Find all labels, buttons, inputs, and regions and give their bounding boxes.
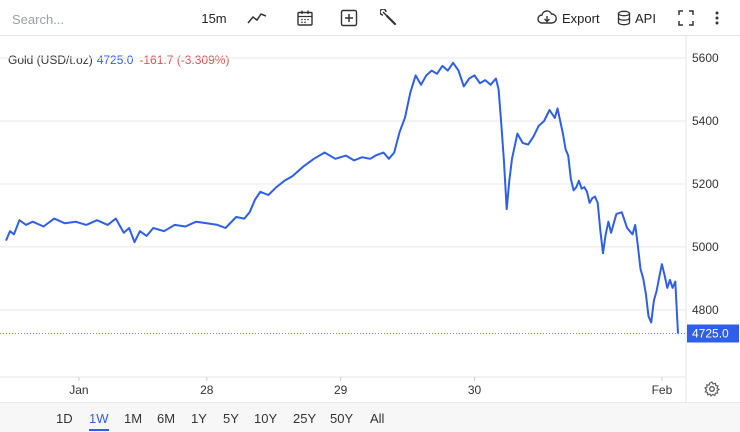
y-tick-label: 4800 [692, 303, 719, 317]
x-tick-label: 29 [334, 383, 348, 397]
last-price-tag [687, 324, 739, 343]
api-label: API [635, 10, 656, 26]
range-button-5y[interactable]: 5Y [223, 411, 239, 426]
price-change: -161.7 (-3.309%) [139, 53, 230, 67]
add-indicator-icon[interactable] [339, 8, 359, 28]
settings-gear-icon[interactable] [704, 381, 721, 397]
x-tick-label: Feb [652, 383, 673, 397]
line-chart-icon[interactable] [246, 8, 268, 28]
range-button-25y[interactable]: 25Y [293, 411, 317, 426]
range-button-1d[interactable]: 1D [56, 411, 73, 426]
wrench-icon[interactable] [379, 8, 399, 28]
api-button[interactable]: API [617, 8, 661, 28]
database-icon [617, 10, 631, 26]
x-tick-label: Jan [69, 383, 88, 397]
range-button-all[interactable]: All [370, 411, 385, 426]
search-input[interactable] [12, 10, 172, 28]
range-button-1w[interactable]: 1W [89, 411, 109, 431]
y-tick-label: 5000 [692, 240, 719, 254]
export-button[interactable]: Export [537, 8, 629, 28]
y-tick-label: 5200 [692, 177, 719, 191]
y-tick-label: 5400 [692, 114, 719, 128]
y-tick-label: 5600 [692, 51, 719, 65]
gold-price-line [5, 61, 679, 334]
x-tick-label: 28 [200, 383, 214, 397]
range-button-50y[interactable]: 50Y [330, 411, 354, 426]
fullscreen-icon[interactable] [676, 8, 696, 28]
interval-selector[interactable]: 15m [201, 10, 227, 26]
x-tick-label: 30 [468, 383, 482, 397]
last-price: 4725.0 [96, 53, 134, 67]
symbol-name: Gold (USD/t.oz) [8, 53, 93, 67]
range-button-1m[interactable]: 1M [124, 411, 143, 426]
range-selector: 1D 1W 1M 6M 1Y 5Y 10Y 25Y 50Y All [0, 402, 740, 432]
chart-legend: Gold (USD/t.oz) 4725.0 -161.7 (-3.309%) [8, 53, 229, 67]
range-button-1y[interactable]: 1Y [191, 411, 207, 426]
cloud-download-icon [537, 10, 557, 26]
calendar-icon[interactable] [295, 8, 315, 28]
range-button-6m[interactable]: 6M [157, 411, 176, 426]
last-price-tag-label: 4725.0 [692, 327, 729, 341]
more-vertical-icon[interactable] [710, 8, 724, 28]
price-chart[interactable]: 4800 5000 5200 5400 5600 Jan 28 29 30 Feb 4725.0 [0, 36, 740, 402]
range-button-10y[interactable]: 10Y [254, 411, 278, 426]
chart-toolbar: 15m Export API [0, 0, 740, 36]
export-label: Export [562, 10, 600, 26]
